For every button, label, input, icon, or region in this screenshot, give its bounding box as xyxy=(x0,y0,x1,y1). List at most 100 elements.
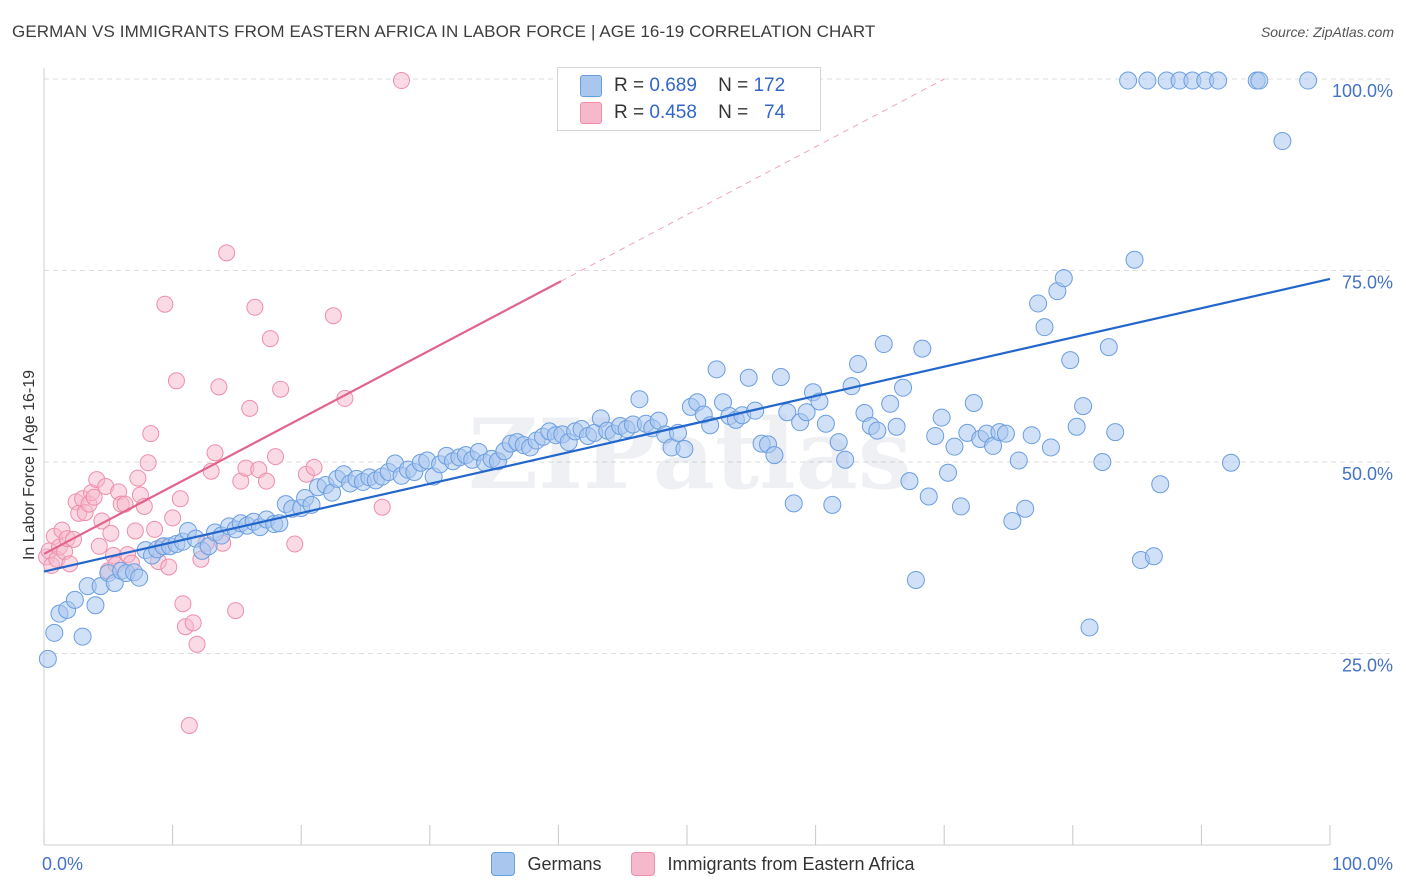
eastern-africa-point xyxy=(218,244,236,262)
axes xyxy=(43,68,1331,846)
eastern-africa-point xyxy=(85,488,103,506)
legend-r-value: 0.689 xyxy=(649,75,697,96)
eastern-africa-point xyxy=(227,602,245,620)
german-point xyxy=(996,424,1015,443)
legend-row-germans: R = 0.689 N = 172 xyxy=(580,75,785,97)
germans-legend-label: Germans xyxy=(527,853,602,874)
german-point xyxy=(874,335,893,354)
germans-legend-swatch xyxy=(491,852,516,876)
eastern-africa-point xyxy=(139,454,157,472)
y-tick-label: 25.0% xyxy=(1342,656,1393,676)
germans-points xyxy=(38,71,1318,668)
german-point xyxy=(1080,618,1099,637)
legend-r-value: 0.458 xyxy=(649,102,697,123)
german-point xyxy=(1138,71,1157,90)
legend-row-eastern-africa: R = 0.458 N = 74 xyxy=(580,102,785,124)
german-point xyxy=(1061,351,1080,370)
y-tick-label: 75.0% xyxy=(1342,273,1393,293)
german-point xyxy=(1041,438,1060,457)
eastern-africa-point xyxy=(210,378,228,396)
german-point xyxy=(1029,294,1048,313)
german-point xyxy=(1299,71,1318,90)
x-tick-label: 100.0% xyxy=(1332,854,1393,874)
legend-r-label: R = xyxy=(614,102,645,123)
eastern-africa-point xyxy=(174,595,192,613)
german-point xyxy=(65,590,84,609)
german-point xyxy=(784,494,803,513)
german-point xyxy=(945,437,964,456)
legend-item-eastern-africa: Immigrants from Eastern Africa xyxy=(631,852,915,876)
german-point xyxy=(1074,397,1093,416)
eastern-africa-point xyxy=(286,535,304,553)
eastern-africa-point xyxy=(102,524,120,542)
y-tick-label: 50.0% xyxy=(1342,464,1393,484)
eastern-africa-point xyxy=(324,307,342,325)
german-point xyxy=(1067,417,1086,436)
german-point xyxy=(1273,132,1292,151)
german-point xyxy=(836,450,855,469)
x-tick-label: 0.0% xyxy=(42,854,83,874)
eastern-africa-point xyxy=(126,522,144,540)
german-point xyxy=(1016,499,1035,518)
eastern-africa-point xyxy=(188,635,206,653)
german-point xyxy=(1099,338,1118,357)
german-point xyxy=(765,446,784,465)
german-point xyxy=(1106,423,1125,442)
eastern-africa-point xyxy=(266,448,284,466)
eastern-africa-legend-label: Immigrants from Eastern Africa xyxy=(667,853,915,874)
german-point xyxy=(739,368,758,387)
german-point xyxy=(887,417,906,436)
german-point xyxy=(932,408,951,427)
eastern-africa-point xyxy=(142,425,160,443)
german-point xyxy=(1003,511,1022,530)
german-point xyxy=(823,495,842,514)
eastern-africa-point xyxy=(206,444,224,462)
german-point xyxy=(913,339,932,358)
german-point xyxy=(1009,451,1028,470)
german-point xyxy=(926,426,945,445)
eastern-africa-legend-swatch xyxy=(631,852,656,876)
german-point xyxy=(1151,475,1170,494)
stats-legend: R = 0.689 N = 172 R = 0.458 N = 74 xyxy=(557,67,821,131)
eastern-africa-point xyxy=(164,509,182,527)
legend-n-value: 74 xyxy=(764,102,786,123)
eastern-africa-point xyxy=(246,298,264,316)
german-point xyxy=(939,463,958,482)
eastern-africa-point xyxy=(116,495,134,513)
german-point xyxy=(1221,453,1240,472)
y-tick-label: 100.0% xyxy=(1332,81,1393,101)
eastern-africa-point xyxy=(171,490,189,508)
eastern-africa-point xyxy=(160,558,178,576)
trend-lines xyxy=(43,78,1331,573)
german-point xyxy=(771,367,790,386)
german-point xyxy=(1250,71,1269,90)
eastern-africa-point xyxy=(129,469,147,487)
eastern-africa-point xyxy=(180,717,198,735)
german-point xyxy=(1022,426,1041,445)
german-point xyxy=(849,354,868,373)
legend-n-label: N = xyxy=(718,102,749,123)
german-point xyxy=(1125,250,1144,269)
german-point xyxy=(881,394,900,413)
eastern-africa-point xyxy=(184,614,202,632)
eastern-africa-point xyxy=(272,380,290,398)
german-point xyxy=(1209,71,1228,90)
eastern-africa-swatch xyxy=(580,102,602,124)
series-legend: Germans Immigrants from Eastern Africa xyxy=(0,852,1406,876)
german-point xyxy=(900,472,919,491)
german-point xyxy=(630,390,649,409)
eastern-africa-point xyxy=(241,399,259,417)
germans-trend-line xyxy=(43,277,1331,573)
german-point xyxy=(810,392,829,411)
german-point xyxy=(778,403,797,422)
german-point xyxy=(45,623,64,642)
german-point xyxy=(919,487,938,506)
eastern-africa-point xyxy=(257,472,275,490)
eastern-africa-point xyxy=(146,520,164,538)
legend-r-label: R = xyxy=(614,75,645,96)
eastern-africa-trend-line xyxy=(43,280,562,555)
german-point xyxy=(1093,453,1112,471)
eastern-africa-point xyxy=(393,72,411,90)
legend-n-value: 172 xyxy=(753,75,786,96)
german-point xyxy=(816,414,835,433)
